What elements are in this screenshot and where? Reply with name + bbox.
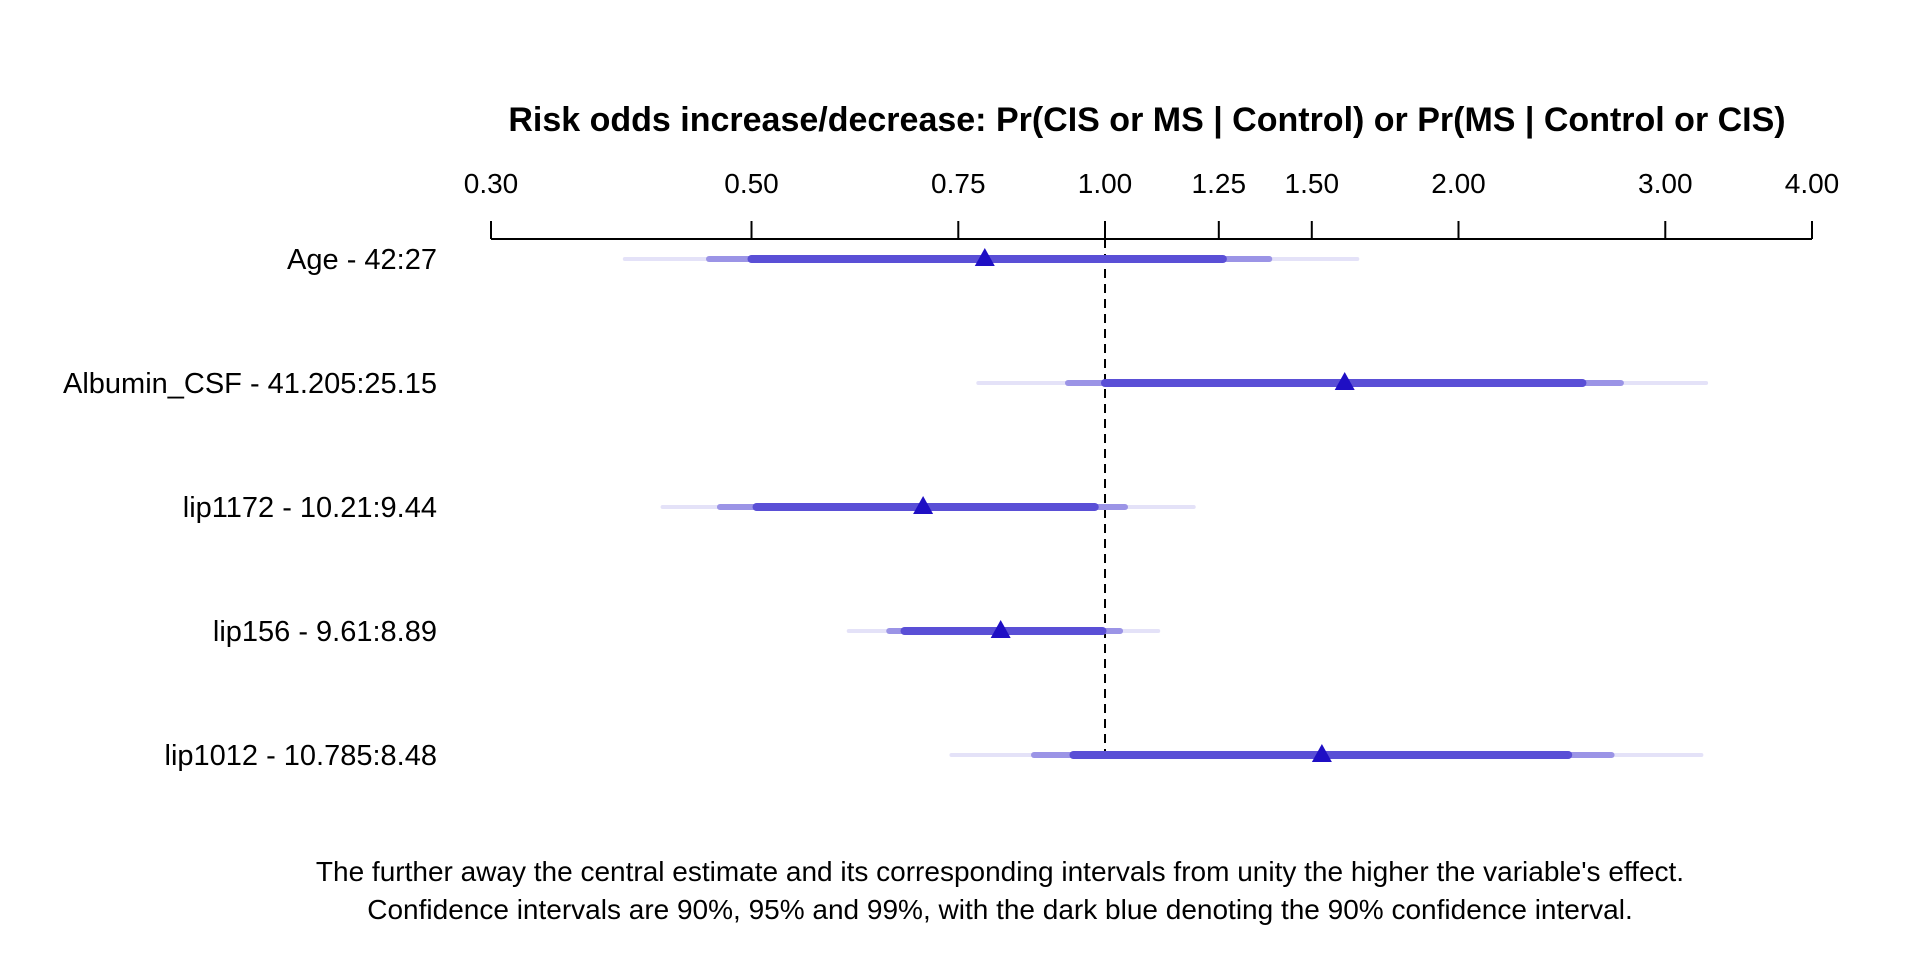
caption-line-2: Confidence intervals are 90%, 95% and 99… xyxy=(367,894,1632,925)
chart-title: Risk odds increase/decrease: Pr(CIS or M… xyxy=(508,101,1785,139)
x-tick-label: 1.00 xyxy=(1078,168,1133,199)
row-label: lip1172 - 10.21:9.44 xyxy=(183,492,437,524)
x-tick-label: 4.00 xyxy=(1785,168,1840,199)
x-tick-label: 0.50 xyxy=(724,168,779,199)
caption-line-1: The further away the central estimate an… xyxy=(316,856,1684,887)
x-tick-label: 2.00 xyxy=(1431,168,1486,199)
x-tick-label: 3.00 xyxy=(1638,168,1693,199)
estimate-row: lip156 - 9.61:8.89 xyxy=(213,616,1161,648)
x-tick-label: 0.75 xyxy=(931,168,986,199)
estimate-marker xyxy=(913,496,934,514)
x-tick-label: 1.50 xyxy=(1285,168,1340,199)
x-tick-label: 0.30 xyxy=(464,168,519,199)
x-tick-label: 1.25 xyxy=(1192,168,1247,199)
x-axis: 0.30 0.50 0.75 1.00 1.25 1.50 2.00 3.00 4.00 xyxy=(464,168,1840,240)
row-label: lip1012 - 10.785:8.48 xyxy=(165,740,438,772)
estimate-row: Albumin_CSF - 41.205:25.15 xyxy=(63,368,1709,400)
estimate-marker xyxy=(974,248,995,266)
estimate-marker xyxy=(1334,372,1355,390)
estimate-row: Age - 42:27 xyxy=(287,244,1360,276)
estimate-rows: Age - 42:27 Albumin_CSF - 41.205:25.15 lip… xyxy=(63,244,1709,772)
row-label: lip156 - 9.61:8.89 xyxy=(213,616,437,648)
estimate-marker xyxy=(1311,744,1332,762)
estimate-marker xyxy=(990,620,1011,638)
row-label: Age - 42:27 xyxy=(287,244,437,276)
estimate-row: lip1012 - 10.785:8.48 xyxy=(165,740,1704,772)
row-label: Albumin_CSF - 41.205:25.15 xyxy=(63,368,437,400)
estimate-row: lip1172 - 10.21:9.44 xyxy=(183,492,1196,524)
